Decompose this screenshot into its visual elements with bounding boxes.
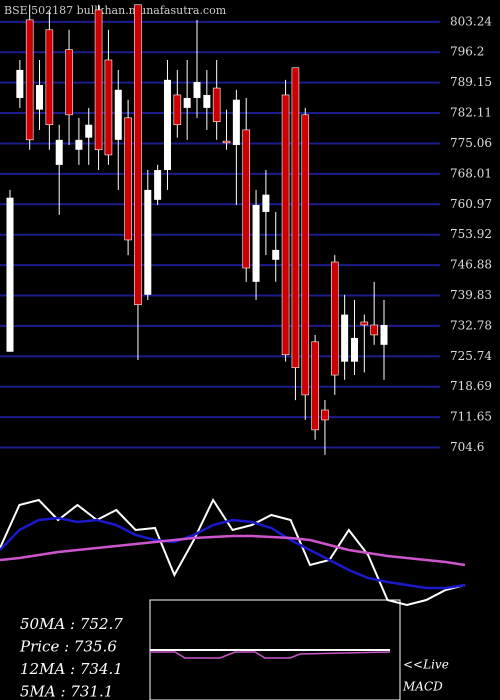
y-tick-label: 796.2 (450, 45, 484, 59)
indicator-line (0, 497, 466, 607)
candle-body (144, 189, 152, 295)
candle-body (16, 69, 24, 98)
candle-body (65, 49, 73, 116)
y-tick-label: 753.92 (450, 227, 492, 241)
y-tick-label: 782.11 (450, 106, 492, 120)
candle-body (370, 324, 378, 336)
stat-label: 12MA : 734.1 (20, 660, 123, 678)
candle-body (193, 82, 201, 98)
y-tick-label: 789.15 (450, 75, 492, 89)
candle-body (321, 409, 329, 421)
indicator-line (0, 534, 466, 567)
candle-body (272, 249, 280, 260)
candle-body (350, 337, 358, 362)
candle-body (104, 59, 113, 156)
candle-body (262, 194, 270, 212)
candle-body (55, 139, 63, 165)
y-tick-label: 760.97 (450, 197, 492, 211)
candle-body (291, 67, 300, 369)
macd-label: <<Live (403, 658, 449, 672)
candle-body (360, 321, 369, 326)
candle-body (36, 85, 44, 110)
candle-body (252, 205, 260, 282)
y-tick-label: 725.74 (450, 349, 492, 363)
candle-body (6, 197, 14, 352)
y-tick-label: 803.24 (450, 14, 492, 28)
chart-title: BSE 502187 bullkhan.munafasutra.com (4, 4, 227, 17)
candle-body (212, 87, 221, 123)
y-tick-label: 711.65 (450, 410, 492, 424)
candle-body (25, 19, 34, 141)
candle-body (124, 117, 132, 241)
candle-body (154, 170, 162, 200)
candle-body (94, 9, 103, 151)
y-tick-label: 746.88 (450, 258, 492, 272)
candle-body (330, 261, 339, 376)
candle-body (232, 99, 240, 146)
candle-body (222, 140, 231, 144)
macd-line (150, 651, 391, 659)
candle-body (85, 124, 93, 138)
candle-body (341, 314, 349, 362)
stat-label: 50MA : 752.7 (20, 615, 123, 633)
stat-label: 5MA : 731.1 (20, 683, 113, 700)
y-tick-label: 704.6 (450, 440, 484, 454)
candle-body (203, 94, 211, 108)
candle-body (45, 29, 54, 126)
stat-label: Price : 735.6 (19, 638, 117, 656)
candle-body (173, 94, 182, 126)
candle-body (242, 129, 251, 269)
candle-body (134, 4, 142, 306)
candle-body (301, 114, 310, 396)
indicator-line (0, 516, 466, 590)
candle-body (380, 324, 388, 345)
y-tick-label: 718.69 (450, 379, 492, 393)
y-tick-label: 775.06 (450, 136, 492, 150)
y-tick-label: 768.01 (450, 166, 492, 180)
candle-body (114, 89, 122, 140)
y-tick-label: 732.78 (450, 318, 492, 332)
candle-body (183, 97, 191, 108)
macd-label: MACD (402, 680, 443, 694)
candle-body (75, 139, 83, 150)
candle-body (281, 94, 290, 356)
candle-body (311, 341, 319, 431)
candle-body (163, 79, 171, 171)
y-tick-label: 739.83 (450, 288, 492, 302)
